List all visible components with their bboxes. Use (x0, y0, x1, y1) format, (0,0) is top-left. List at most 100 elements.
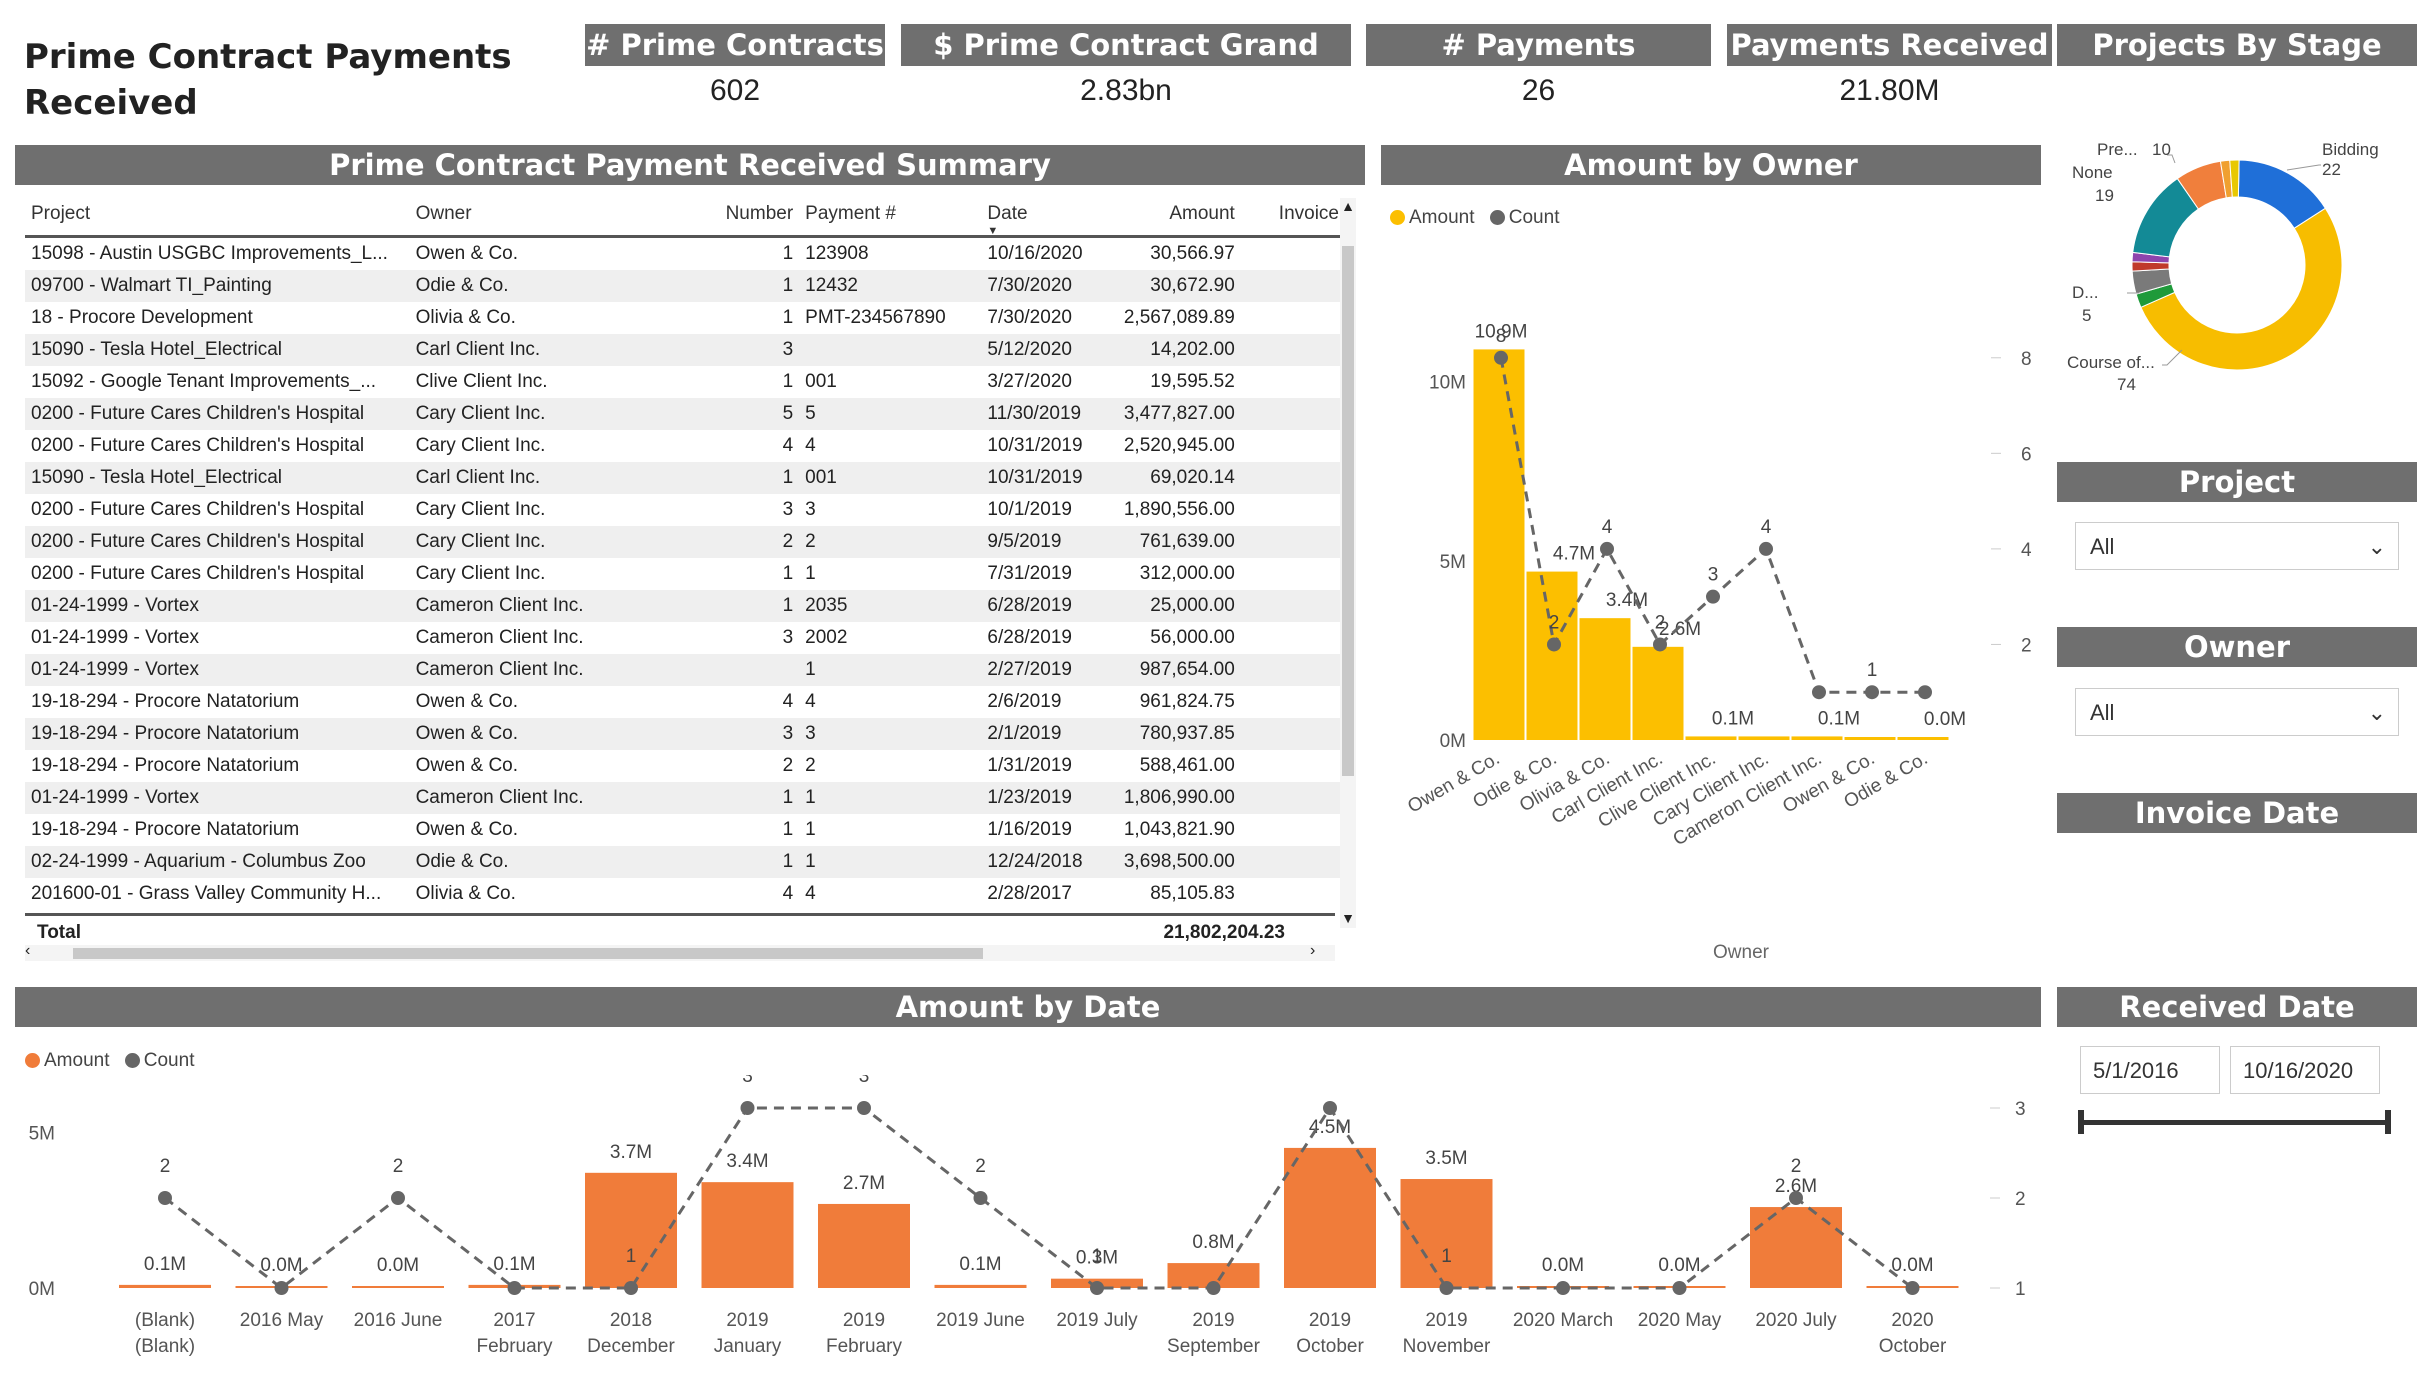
owner-dropdown[interactable]: All ⌄ (2075, 688, 2399, 736)
scroll-left-icon[interactable]: ‹ (25, 942, 31, 959)
col-owner[interactable]: Owner (415, 203, 472, 224)
table-cell: Cary Client Inc. (415, 531, 546, 552)
table-cell: Cary Client Inc. (415, 499, 546, 520)
col-amount[interactable]: Amount (1169, 203, 1235, 224)
received-date-slider-start-handle[interactable] (2078, 1110, 2084, 1134)
table-cell: 1/31/2019 (987, 755, 1072, 776)
x-tick-label: 2020 (1891, 1310, 1933, 1331)
col-number[interactable]: Number (725, 203, 794, 224)
table-row[interactable]: 0200 - Future Cares Children's Hospital C… (25, 398, 1345, 430)
table-cell: Cary Client Inc. (415, 435, 546, 456)
col-date[interactable]: Date ▼ (981, 193, 1103, 237)
table-cell-invoice (1241, 782, 1345, 814)
table-cell: 9/5/2019 (987, 531, 1062, 552)
project-slicer-title: Project (2057, 462, 2417, 502)
table-row[interactable]: 09700 - Walmart TI_Painting Odie & Co. 1 12… (25, 270, 1345, 302)
table-row[interactable]: 18 - Procore Development Olivia & Co. 1 PMT… (25, 302, 1345, 334)
table-cell-invoice (1241, 270, 1345, 302)
table-cell: 69,020.14 (1150, 467, 1235, 488)
table-row[interactable]: 0200 - Future Cares Children's Hospital C… (25, 494, 1345, 526)
legend-amount-swatch (1390, 210, 1405, 226)
bar-data-label: 0.8M (1192, 1232, 1234, 1253)
donut-callout-label: Course of... (2067, 353, 2155, 372)
table-row[interactable]: 02-24-1999 - Aquarium - Columbus Zoo Odie… (25, 846, 1345, 878)
table-row[interactable]: 15090 - Tesla Hotel_Electrical Carl Clien… (25, 334, 1345, 366)
table-cell-invoice (1241, 398, 1345, 430)
project-dropdown[interactable]: All ⌄ (2075, 522, 2399, 570)
col-invoice[interactable]: Invoice (1278, 203, 1339, 224)
x-tick-label: 2019 June (936, 1310, 1025, 1331)
table-row[interactable]: 01-24-1999 - Vortex Cameron Client Inc. 1 2… (25, 590, 1345, 622)
page-title-line-1: Prime Contract Payments (24, 37, 512, 77)
table-row[interactable]: 0200 - Future Cares Children's Hospital C… (25, 526, 1345, 558)
x-tick-label: (Blank) (135, 1336, 195, 1357)
owner-bar (1632, 646, 1684, 740)
table-row[interactable]: 0200 - Future Cares Children's Hospital C… (25, 558, 1345, 590)
count-point (391, 1191, 405, 1205)
table-row[interactable]: 0200 - Future Cares Children's Hospital C… (25, 430, 1345, 462)
donut-callout-line (2286, 164, 2321, 171)
table-cell-invoice (1241, 878, 1345, 910)
col-project[interactable]: Project (31, 203, 91, 224)
table-row[interactable]: 01-24-1999 - Vortex Cameron Client Inc. 1 1… (25, 782, 1345, 814)
table-cell: 6/28/2019 (987, 595, 1072, 616)
horizontal-scrollbar[interactable]: ‹ › (25, 942, 1335, 961)
count-data-label: 1 (1441, 1246, 1452, 1267)
table-cell: 1 (782, 371, 794, 392)
table-row[interactable]: 15098 - Austin USGBC Improvements_L... Ow… (25, 237, 1345, 271)
table-cell: 10/31/2019 (987, 467, 1083, 488)
table-row[interactable]: 19-18-294 - Procore Natatorium Owen & Co.… (25, 750, 1345, 782)
x-tick-label: 2018 (610, 1310, 652, 1331)
date-chart-title: Amount by Date (15, 987, 2041, 1027)
table-row[interactable]: 19-18-294 - Procore Natatorium Owen & Co.… (25, 814, 1345, 846)
legend-amount[interactable]: Amount (1409, 207, 1475, 228)
date-chart[interactable]: 0M 5M 1 2 3 0.1M (Blank) (Blank) 0.0M 2016 May 0.0… (15, 1075, 2041, 1375)
scroll-down-icon[interactable]: ▼ (1341, 910, 1355, 926)
count-point (1812, 685, 1826, 700)
received-date-slider-track[interactable] (2082, 1120, 2387, 1125)
count-point (857, 1101, 871, 1115)
legend-amount[interactable]: Amount (44, 1050, 110, 1071)
x-tick-label: 2019 (1425, 1310, 1467, 1331)
table-row[interactable]: 15092 - Google Tenant Improvements_... Cl… (25, 366, 1345, 398)
page-title: Prime Contract Payments Received (24, 34, 512, 126)
legend-count[interactable]: Count (143, 1050, 195, 1071)
x-tick-label: 2019 (1192, 1310, 1234, 1331)
received-date-from-input[interactable]: 5/1/2016 (2080, 1046, 2220, 1094)
table-cell: PMT-234567890 (805, 307, 946, 328)
bar-data-label: 3.5M (1425, 1148, 1467, 1169)
page-title-line-2: Received (24, 83, 198, 123)
table-cell: Cameron Client Inc. (415, 627, 584, 648)
received-date-to-input[interactable]: 10/16/2020 (2230, 1046, 2380, 1094)
table-cell: Owen & Co. (415, 723, 519, 744)
donut-callout-label: Pre... (2097, 140, 2138, 159)
scroll-up-icon[interactable]: ▲ (1341, 198, 1355, 214)
count-point (740, 1101, 755, 1115)
received-date-slider-end-handle[interactable] (2385, 1110, 2391, 1134)
table-cell: 14,202.00 (1150, 339, 1235, 360)
col-payment[interactable]: Payment # (805, 203, 896, 224)
table-row[interactable]: 201600-01 - Grass Valley Community H... O… (25, 878, 1345, 910)
table-cell: 12/24/2018 (987, 851, 1083, 872)
table-row[interactable]: 01-24-1999 - Vortex Cameron Client Inc. 1 2… (25, 654, 1345, 686)
horizontal-scroll-thumb[interactable] (73, 948, 983, 959)
summary-table[interactable]: Project Owner Number Payment # Date ▼ Amo… (25, 193, 1355, 963)
vertical-scroll-thumb[interactable] (1342, 246, 1354, 776)
donut-callout-label: Bidding (2322, 140, 2379, 159)
table-row[interactable]: 19-18-294 - Procore Natatorium Owen & Co.… (25, 718, 1345, 750)
table-row[interactable]: 19-18-294 - Procore Natatorium Owen & Co.… (25, 686, 1345, 718)
scroll-right-icon[interactable]: › (1310, 942, 1316, 959)
table-cell: 4 (782, 691, 794, 712)
legend-count[interactable]: Count (1508, 207, 1560, 228)
table-cell: Odie & Co. (415, 275, 509, 296)
table-row[interactable]: 15090 - Tesla Hotel_Electrical Carl Clien… (25, 462, 1345, 494)
bar-data-label: 3.4M (726, 1151, 768, 1172)
table-row[interactable]: 01-24-1999 - Vortex Cameron Client Inc. 3 2… (25, 622, 1345, 654)
count-point (1672, 1281, 1687, 1295)
count-point (1918, 685, 1932, 700)
summary-title: Prime Contract Payment Received Summary (15, 145, 1365, 185)
x-tick-label: 2016 May (240, 1310, 324, 1331)
vertical-scrollbar[interactable]: ▲ ▼ (1340, 198, 1356, 928)
